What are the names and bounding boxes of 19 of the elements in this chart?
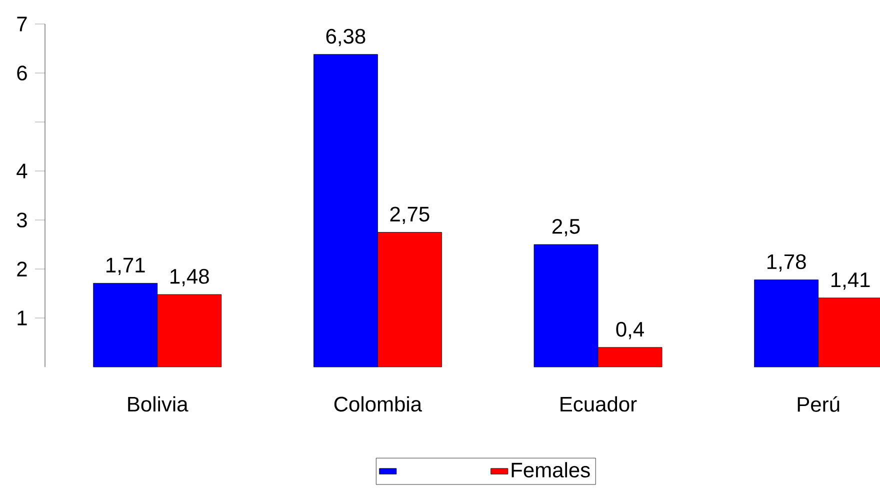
y-tick-label: 2 [17,262,27,276]
legend-label: Females [512,462,590,478]
data-label: 2,75 [390,206,430,224]
data-label: 1,48 [170,268,209,286]
data-label: 1,78 [767,254,806,272]
y-tick-label: 3 [16,212,27,228]
x-tick-label: Ecuador [560,396,637,412]
x-tick-label: Bolivia [128,396,188,412]
x-tick-label: Colombia [334,396,422,412]
data-label: 0,4 [616,322,644,340]
data-label: 1,71 [106,258,145,276]
y-tick-label: 6 [17,66,27,80]
y-tick-label: 1 [18,310,27,326]
data-label: 1,41 [831,272,870,290]
data-label: 2,5 [552,218,580,236]
x-tick-label: Perú [798,396,840,412]
y-tick-label: 4 [16,164,28,178]
data-label: 6,38 [326,28,366,46]
y-tick-label: 7 [17,16,27,32]
